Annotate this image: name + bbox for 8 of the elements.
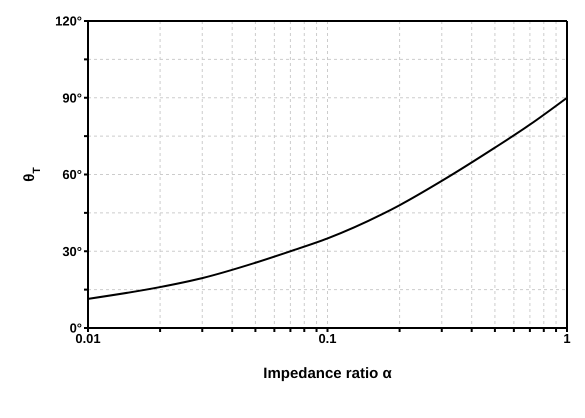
x-tick-label: 0.1 bbox=[318, 331, 337, 346]
x-tick-label: 1 bbox=[563, 331, 571, 346]
x-tick-label: 0.01 bbox=[75, 331, 101, 346]
y-tick-label: 30° bbox=[62, 244, 82, 259]
x-axis-title: Impedance ratio α bbox=[263, 365, 392, 382]
y-tick-label: 120° bbox=[55, 14, 82, 29]
y-tick-label: 90° bbox=[62, 90, 82, 106]
y-tick-label: 60° bbox=[62, 167, 82, 182]
